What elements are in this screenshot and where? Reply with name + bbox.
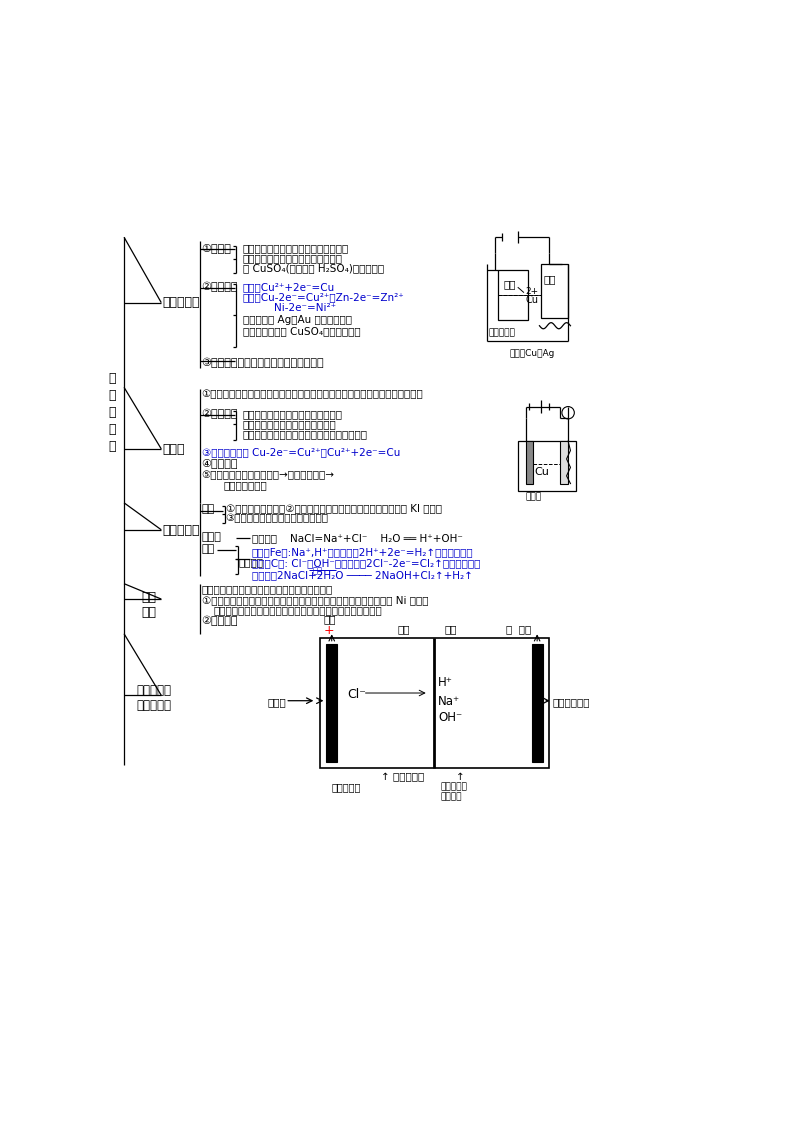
Text: 纯铜作阴极，与直流电源负极相连；: 纯铜作阴极，与直流电源负极相连；	[243, 254, 343, 263]
Text: 阴极（Fe）:Na⁺,H⁺移向阴极；2H⁺+2e⁻=H₂↑（还原反应）: 阴极（Fe）:Na⁺,H⁺移向阴极；2H⁺+2e⁻=H₂↑（还原反应）	[252, 547, 473, 557]
Text: 电解精炼铜: 电解精炼铜	[163, 296, 200, 310]
Text: 硫酸铜溶液: 硫酸铜溶液	[488, 328, 515, 337]
Text: 阳极泥：含 Ag、Au 等贵重金属；: 阳极泥：含 Ag、Au 等贵重金属；	[243, 314, 352, 325]
Text: 阳极：Cu-2e⁻=Cu²⁺、Zn-2e⁻=Zn²⁺: 阳极：Cu-2e⁻=Cu²⁺、Zn-2e⁻=Zn²⁺	[243, 293, 404, 302]
Text: 稀制食盐水: 稀制食盐水	[332, 783, 361, 793]
Bar	[499, 270, 528, 320]
Text: ③、电解铜的特点：纯度高、导电性好。: ③、电解铜的特点：纯度高、导电性好。	[202, 358, 324, 368]
Text: ②、原理：: ②、原理：	[202, 282, 238, 292]
Text: 阴极：Cu²⁺+2e⁻=Cu: 阴极：Cu²⁺+2e⁻=Cu	[243, 282, 335, 292]
Text: 应: 应	[108, 422, 115, 436]
Text: ①、装置: ①、装置	[202, 244, 231, 254]
Text: 用 CuSO₄(加一定量 H₂SO₄)作电解液。: 用 CuSO₄(加一定量 H₂SO₄)作电解液。	[243, 264, 384, 273]
Text: 阳极: 阳极	[324, 614, 337, 624]
Text: 通电前：    NaCl=Na⁺+Cl⁻    H₂O ══ H⁺+OH⁻: 通电前： NaCl=Na⁺+Cl⁻ H₂O ══ H⁺+OH⁻	[252, 533, 463, 544]
Bar	[326, 643, 337, 763]
Text: 电: 电	[108, 372, 115, 385]
Text: 解: 解	[108, 389, 115, 402]
Text: H⁺: H⁺	[438, 676, 453, 690]
Text: 电解: 电解	[312, 566, 322, 575]
Text: 镀层金属与电源正极相连作阳极；: 镀层金属与电源正极相连作阳极；	[243, 419, 337, 429]
Text: 阳离子交换膜：只允许阳离子通过，阻止阴离子和空气通过；: 阳离子交换膜：只允许阳离子通过，阻止阴离子和空气通过；	[214, 605, 383, 615]
Text: 一  阴极: 一 阴极	[506, 623, 531, 633]
Text: 含少量氢氧
化钠的水: 含少量氢氧 化钠的水	[440, 783, 467, 802]
Text: ③、阴极区附近溶液变红，有碱生成: ③、阴极区附近溶液变红，有碱生成	[225, 513, 329, 523]
Bar	[561, 441, 569, 484]
Text: 装置：（如图）: 装置：（如图）	[223, 480, 267, 490]
Text: Na⁺: Na⁺	[438, 695, 460, 709]
Text: 总反应：2NaCl+2H₂O ──── 2NaOH+Cl₂↑+H₂↑: 总反应：2NaCl+2H₂O ──── 2NaOH+Cl₂↑+H₂↑	[252, 569, 472, 579]
Text: 阳极泥Cu、Ag: 阳极泥Cu、Ag	[510, 349, 555, 358]
Text: ↑ 离子交换膜: ↑ 离子交换膜	[380, 773, 424, 783]
Text: 通电后：: 通电后：	[239, 557, 264, 567]
Text: 氢气: 氢气	[444, 623, 457, 633]
Text: 硫酸铜: 硫酸铜	[526, 493, 542, 502]
Text: 用: 用	[108, 440, 115, 453]
Text: ↑: ↑	[456, 773, 464, 783]
Text: 现象: 现象	[202, 503, 215, 513]
Text: 电解液：溶液中 CuSO₄浓度基本不变: 电解液：溶液中 CuSO₄浓度基本不变	[243, 326, 360, 336]
Text: Cu: Cu	[535, 467, 549, 476]
Bar	[541, 264, 569, 318]
Text: +: +	[324, 623, 334, 637]
Text: 氯碱
工业: 氯碱 工业	[142, 592, 157, 620]
Text: ①、阴极上有气泡；②、阳极有刺激性气体产，能使湿润的淀粉 KI 变蓝；: ①、阴极上有气泡；②、阳极有刺激性气体产，能使湿润的淀粉 KI 变蓝；	[225, 503, 441, 513]
Bar	[320, 638, 549, 768]
Text: 粗铜: 粗铜	[543, 274, 556, 284]
Text: 粗铜板作阳极，与直流电源正极相连；: 粗铜板作阳极，与直流电源正极相连；	[243, 244, 349, 254]
Text: Cu: Cu	[526, 295, 538, 305]
Bar	[532, 643, 542, 763]
Text: OH⁻: OH⁻	[438, 711, 462, 723]
Text: ④、装置：: ④、装置：	[202, 458, 238, 468]
Text: 原理：: 原理：	[202, 532, 222, 542]
Text: 阳极、阴极、离子交换膜、电解槽、导电铜棒等: 阳极、阴极、离子交换膜、电解槽、导电铜棒等	[202, 584, 333, 594]
Text: 阳极（C）: Cl⁻、OH⁻移向阳极；2Cl⁻-2e⁻=Cl₂↑（氧化反应）: 阳极（C）: Cl⁻、OH⁻移向阳极；2Cl⁻-2e⁻=Cl₂↑（氧化反应）	[252, 558, 480, 568]
Text: 离子交换膜
法制烧碱：: 离子交换膜 法制烧碱：	[137, 684, 172, 712]
Text: 电镀：: 电镀：	[163, 442, 185, 456]
Text: ②、方法：: ②、方法：	[202, 409, 238, 419]
Text: 氯气: 氯气	[398, 623, 410, 633]
Text: 的: 的	[108, 405, 115, 419]
Text: 淡盐水: 淡盐水	[268, 697, 286, 707]
Text: 用含镀层金属离子的电解质溶液配成电镀液。: 用含镀层金属离子的电解质溶液配成电镀液。	[243, 429, 368, 439]
Text: ③、原理：阳极 Cu-2e⁻=Cu²⁺；Cu²⁺+2e⁻=Cu: ③、原理：阳极 Cu-2e⁻=Cu²⁺；Cu²⁺+2e⁻=Cu	[202, 447, 400, 457]
Text: Ni-2e⁻=Ni²⁺: Ni-2e⁻=Ni²⁺	[274, 303, 336, 313]
Bar	[518, 441, 576, 491]
Text: Cl⁻: Cl⁻	[347, 687, 366, 701]
Text: ①、组成：阳极：金属钛网（涂有钌氧化物）；阴极：碳钢网（涂有 Ni 涂层）: ①、组成：阳极：金属钛网（涂有钌氧化物）；阴极：碳钢网（涂有 Ni 涂层）	[202, 595, 428, 605]
Text: ①、概念：利用电解原理在某些金属的表面镀上一薄层其它金属或合金的过程。: ①、概念：利用电解原理在某些金属的表面镀上一薄层其它金属或合金的过程。	[202, 389, 423, 399]
Text: 氢氧化钠溶液: 氢氧化钠溶液	[553, 697, 590, 707]
Text: 纯铜: 纯铜	[503, 280, 515, 290]
Text: 电解食盐水: 电解食盐水	[163, 524, 200, 538]
Text: ⑤、电镀工业：镀件预处理→电镀液添加剂→: ⑤、电镀工业：镀件预处理→电镀液添加剂→	[202, 469, 334, 480]
Bar	[526, 441, 534, 484]
Text: 将待镀金属与电源负极相连作阴极；: 将待镀金属与电源负极相连作阴极；	[243, 409, 343, 419]
Text: ②、装置：: ②、装置：	[202, 617, 238, 627]
Text: 原理: 原理	[202, 544, 215, 554]
Text: 2+: 2+	[526, 287, 538, 296]
